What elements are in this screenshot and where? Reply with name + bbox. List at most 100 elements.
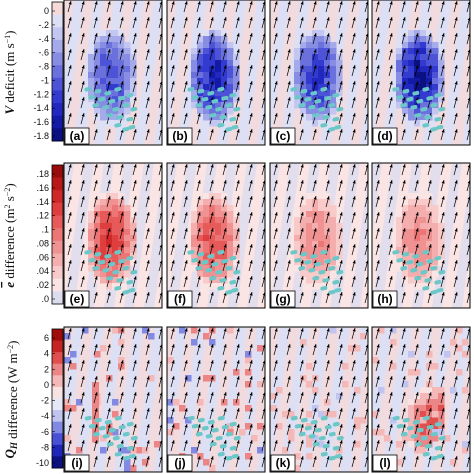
wind-arrowhead [184,440,188,444]
data-cell [306,363,313,370]
wind-arrowhead [274,228,278,232]
data-cell [408,223,415,230]
terrain-marker [195,102,203,108]
terrain-marker [400,265,408,271]
wind-arrowhead [171,97,175,101]
data-cell [221,193,228,200]
terrain-marker [195,431,203,437]
data-cell [233,60,240,67]
terrain-marker [396,423,404,429]
data-cell [402,381,409,388]
wind-arrowhead [223,1,227,5]
wind-arrowhead [197,276,201,280]
data-cell [426,90,433,97]
wind-arrowhead [94,228,98,232]
data-cell [209,247,216,254]
wind-arrowhead [287,81,291,85]
wind-arrowhead [339,49,343,53]
wind-arrowhead [146,360,150,364]
wind-arrowhead [68,328,72,332]
wind-arrowhead [454,424,458,428]
wind-arrowhead [107,33,111,37]
data-cell [215,78,222,85]
data-cell [88,265,95,272]
wind-arrowhead [120,49,124,53]
wind-arrowhead [389,97,393,101]
data-cell [257,423,264,430]
data-cell [221,271,228,278]
panel-label: (a) [70,129,85,143]
wind-arrowhead [365,33,368,37]
wind-arrowhead [146,180,150,184]
wind-arrowhead [262,344,265,348]
wind-arrowhead [326,17,330,21]
data-cell [112,217,119,224]
data-cell [227,96,234,103]
wind-arrowhead [68,376,72,380]
wind-arrowhead [184,344,188,348]
wind-arrowhead [94,456,98,460]
wind-arrowhead [236,212,240,216]
wind-arrowhead [133,244,137,248]
terrain-marker [308,433,316,439]
data-cell [221,223,228,230]
wind-arrowhead [159,33,162,37]
wind-arrowhead [146,81,150,85]
colorbar-title-unit: s [2,196,17,204]
terrain-marker [126,421,134,427]
data-cell [191,72,198,79]
data-cell [306,247,313,254]
data-cell [203,217,210,224]
panel-frame [269,326,369,473]
data-cell [336,78,343,85]
wind-arrowhead [313,164,317,168]
data-cell [408,369,415,376]
background-stripe [124,327,154,472]
wind-arrowhead [274,17,278,21]
wind-arrowhead [146,113,150,117]
wind-arrowhead [81,440,85,444]
data-cell [203,36,210,43]
wind-arrowhead [389,1,393,5]
data-cell [312,42,319,49]
data-cell [378,387,385,394]
data-cell [100,90,107,97]
terrain-marker [231,287,239,293]
data-cell [215,265,222,272]
wind-arrowhead [210,180,214,184]
wind-arrowhead [184,180,188,184]
data-cell [209,54,216,61]
data-cell [324,42,331,49]
data-cell [414,411,421,418]
panel: (h) [371,162,471,309]
wind-arrowhead [352,113,356,117]
wind-arrowhead [428,392,432,396]
wind-arrowhead [467,376,470,380]
wind-arrowhead [300,244,304,248]
data-cell [227,42,234,49]
data-cell [92,400,99,407]
data-cell [76,399,83,406]
wind-arrowhead [68,164,72,168]
data-cell [112,229,119,236]
data-cell [94,205,101,212]
colorbar-tick-label: -1.4 [33,103,49,113]
data-cell [306,30,313,37]
data-cell [300,42,307,49]
wind-arrowhead [236,164,240,168]
terrain-marker [304,425,312,431]
data-cell [414,247,421,254]
wind-arrowhead [300,456,304,460]
wind-arrowhead [389,244,393,248]
wind-arrowhead [81,276,85,280]
wind-arrowhead [467,408,470,412]
data-cell [396,441,403,448]
data-cell [306,102,313,109]
wind-arrowhead [300,129,304,133]
colorbar-swatch [52,65,63,79]
wind-arrowhead [94,376,98,380]
terrain-marker [205,267,213,273]
wind-arrowhead [326,228,330,232]
panel-frame [63,0,163,146]
data-cell [100,253,107,260]
